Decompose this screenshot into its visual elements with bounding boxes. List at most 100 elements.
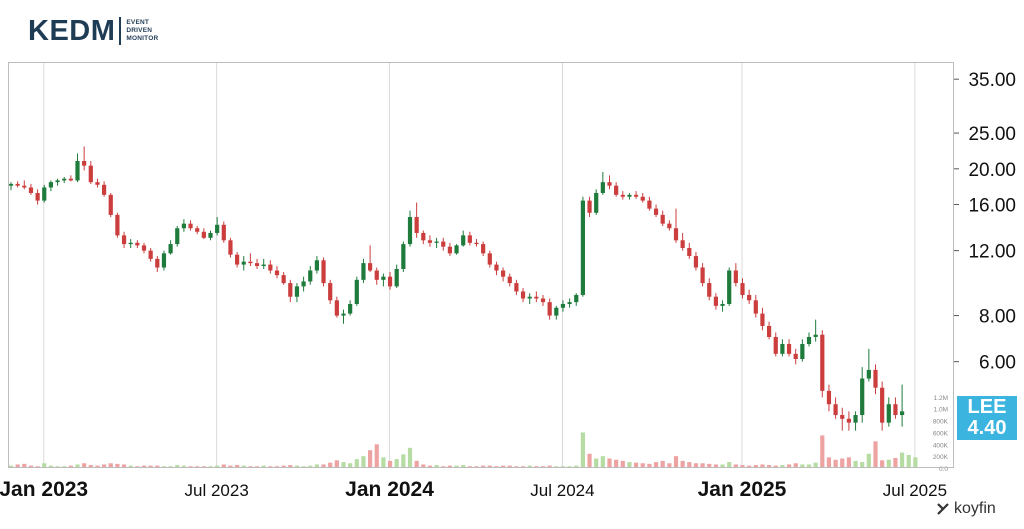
candlestick bbox=[135, 240, 140, 248]
candlestick bbox=[128, 239, 133, 248]
candle-body bbox=[640, 196, 645, 201]
candlestick bbox=[740, 278, 745, 299]
candle-body bbox=[753, 300, 758, 314]
candlestick bbox=[328, 279, 333, 304]
volume-bar bbox=[314, 464, 319, 468]
candle-body bbox=[860, 378, 865, 416]
candle-body bbox=[55, 180, 60, 183]
candlestick bbox=[368, 245, 373, 273]
candlestick bbox=[75, 153, 80, 183]
volume-bar bbox=[141, 465, 147, 468]
volume-bar bbox=[614, 459, 619, 468]
candle-body bbox=[660, 214, 665, 224]
candle-body bbox=[594, 192, 599, 213]
candlestick bbox=[767, 321, 772, 340]
candle-body bbox=[175, 228, 180, 245]
candlestick bbox=[274, 266, 280, 279]
candle-body bbox=[447, 246, 452, 254]
candle-body bbox=[208, 232, 213, 238]
volume-bar bbox=[514, 466, 519, 468]
time-axis: Jan 2023 Jul 2023 Jan 2024 Jul 2024 Jan 2025… bbox=[0, 478, 947, 501]
volume-tick-label: 600K bbox=[933, 430, 949, 437]
candle-body bbox=[374, 270, 379, 280]
volume-bar bbox=[108, 463, 113, 468]
candle-body bbox=[520, 291, 526, 299]
volume-bar bbox=[833, 459, 838, 468]
candle-body bbox=[773, 336, 778, 354]
volume-bar bbox=[135, 466, 140, 468]
volume-bar bbox=[693, 463, 699, 468]
volume-axis: 1.2M 1.0M 800K 600K 400K 200K 0.0 bbox=[933, 395, 949, 473]
volume-bar bbox=[793, 463, 798, 468]
volume-bar bbox=[301, 466, 306, 468]
candlestick bbox=[248, 253, 253, 267]
candle-body bbox=[866, 369, 871, 379]
candle-body bbox=[8, 183, 14, 186]
candlestick bbox=[121, 231, 127, 248]
candlestick bbox=[201, 228, 206, 240]
candlestick bbox=[288, 279, 293, 303]
volume-bar bbox=[228, 465, 233, 468]
candle-body bbox=[554, 307, 559, 316]
candle-body bbox=[793, 353, 798, 360]
candlestick bbox=[175, 225, 180, 247]
volume-bar bbox=[800, 464, 805, 468]
y-tick-label: 6.00 bbox=[979, 353, 1016, 374]
volume-bar bbox=[441, 466, 446, 468]
candle-body bbox=[507, 276, 512, 284]
volume-bar bbox=[873, 441, 878, 468]
candle-body bbox=[15, 183, 20, 186]
volume-bar bbox=[461, 465, 466, 468]
candlestick bbox=[108, 192, 113, 218]
candlestick bbox=[540, 294, 546, 306]
y-tick-label: 12.00 bbox=[968, 242, 1016, 263]
volume-bar bbox=[773, 465, 778, 468]
volume-bar bbox=[22, 463, 27, 468]
candle-body bbox=[228, 240, 233, 255]
candle-body bbox=[28, 187, 34, 193]
candlestick bbox=[195, 225, 200, 235]
candle-body bbox=[308, 270, 313, 282]
candle-body bbox=[727, 270, 732, 304]
y-tick-label: 8.00 bbox=[979, 307, 1016, 328]
logo-divider bbox=[119, 17, 122, 45]
volume-bar bbox=[507, 465, 512, 468]
candle-body bbox=[115, 214, 120, 236]
volume-bar bbox=[853, 460, 858, 468]
volume-bar bbox=[753, 465, 758, 468]
candlestick bbox=[254, 258, 260, 270]
candlestick bbox=[707, 278, 712, 301]
candlestick bbox=[188, 220, 193, 231]
candle-body bbox=[733, 270, 738, 284]
candlestick bbox=[354, 276, 359, 306]
candlestick bbox=[241, 256, 246, 271]
candlestick bbox=[454, 244, 459, 255]
y-tick-label: 20.00 bbox=[968, 160, 1016, 181]
volume-bar bbox=[354, 459, 359, 468]
candlestick bbox=[42, 184, 47, 203]
candle-body bbox=[274, 270, 280, 276]
candle-body bbox=[713, 296, 718, 306]
candle-body bbox=[667, 223, 672, 229]
volume-bar bbox=[421, 464, 426, 468]
candlestick bbox=[55, 178, 60, 186]
volume-bar bbox=[148, 465, 153, 468]
candlestick bbox=[620, 191, 625, 200]
volume-bar bbox=[540, 466, 546, 468]
volume-bar bbox=[720, 464, 725, 468]
candle-body bbox=[328, 283, 333, 301]
candle-body bbox=[294, 286, 300, 297]
volume-bar bbox=[627, 462, 632, 468]
x-tick-label: Jul 2024 bbox=[530, 481, 594, 500]
volume-tick-label: 400K bbox=[933, 442, 949, 449]
candlestick bbox=[713, 293, 718, 310]
last-price-badge: LEE 4.40 bbox=[957, 396, 1017, 440]
volume-bar bbox=[740, 465, 745, 468]
candlestick bbox=[693, 251, 699, 271]
candlestick bbox=[580, 196, 585, 297]
candlestick bbox=[820, 330, 825, 398]
candlestick bbox=[786, 339, 792, 357]
volume-bar bbox=[580, 432, 585, 468]
volume-bar bbox=[201, 466, 206, 468]
volume-bar bbox=[786, 464, 792, 468]
